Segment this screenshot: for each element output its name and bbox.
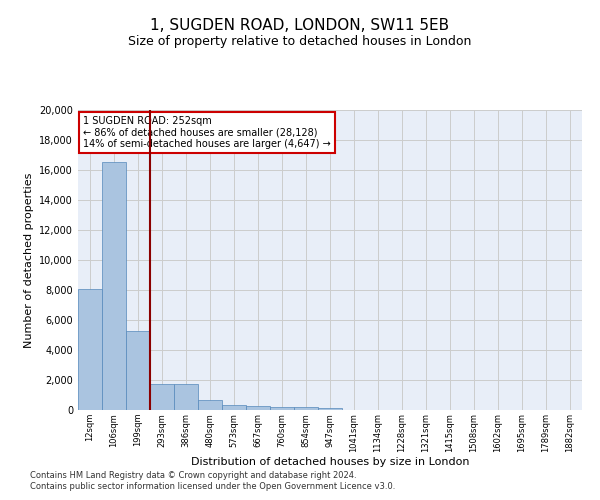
Bar (318, 408, 342, 410)
Bar (246, 406, 270, 410)
Bar (102, 162, 126, 410)
Text: Size of property relative to detached houses in London: Size of property relative to detached ho… (128, 35, 472, 48)
Bar (174, 384, 198, 410)
Bar (126, 330, 150, 410)
Bar (150, 384, 174, 410)
X-axis label: Distribution of detached houses by size in London: Distribution of detached houses by size … (191, 458, 469, 468)
Text: 1, SUGDEN ROAD, LONDON, SW11 5EB: 1, SUGDEN ROAD, LONDON, SW11 5EB (151, 18, 449, 32)
Bar (294, 407, 318, 410)
Y-axis label: Number of detached properties: Number of detached properties (24, 172, 34, 348)
Bar (78, 288, 102, 410)
Text: Contains public sector information licensed under the Open Government Licence v3: Contains public sector information licen… (30, 482, 395, 491)
Bar (270, 407, 294, 410)
Text: 1 SUGDEN ROAD: 252sqm
← 86% of detached houses are smaller (28,128)
14% of semi-: 1 SUGDEN ROAD: 252sqm ← 86% of detached … (83, 116, 331, 149)
Bar (222, 405, 246, 410)
Text: Contains HM Land Registry data © Crown copyright and database right 2024.: Contains HM Land Registry data © Crown c… (30, 471, 356, 480)
Bar (198, 400, 222, 410)
